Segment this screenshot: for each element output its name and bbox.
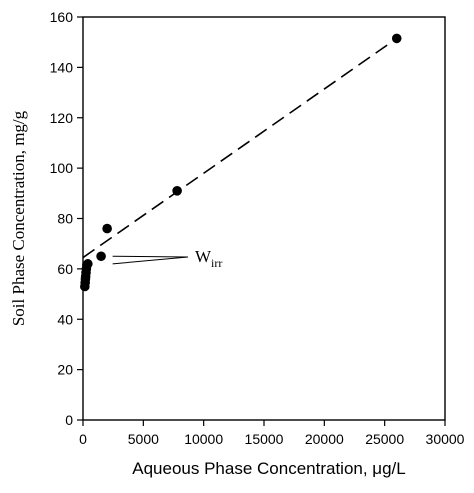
- data-point: [83, 259, 93, 269]
- x-tick-label: 30000: [426, 431, 465, 447]
- y-tick-label: 100: [50, 160, 74, 176]
- annotation-leader-line: [112, 256, 189, 265]
- x-tick-label: 20000: [305, 431, 344, 447]
- y-tick-label: 80: [57, 211, 73, 227]
- y-tick-label: 120: [50, 110, 74, 126]
- y-tick-label: 140: [50, 59, 74, 75]
- fit-line-layer: [82, 37, 398, 259]
- x-tick-label: 5000: [128, 431, 159, 447]
- annotation-leader-line: [112, 255, 189, 258]
- x-tick-label: 25000: [365, 431, 404, 447]
- data-point: [172, 185, 182, 196]
- data-points: [80, 33, 402, 292]
- axes: 0 5000 10000 15000 20000 25000 30000 0 20 40 60 80 1…: [50, 9, 465, 447]
- annotation-label: Wirr: [195, 247, 222, 270]
- y-tick-label: 20: [57, 362, 73, 378]
- x-tick-label: 10000: [184, 431, 223, 447]
- x-tick-label: 0: [79, 431, 87, 447]
- y-tick-label: 160: [50, 9, 74, 25]
- y-tick-label: 60: [57, 261, 73, 277]
- data-point: [391, 33, 402, 44]
- plot-frame: [82, 16, 446, 421]
- annotation: Wirr: [112, 247, 222, 270]
- fit-line: [82, 37, 398, 259]
- data-point: [102, 223, 112, 234]
- annotation-label-subscript: irr: [211, 256, 222, 270]
- x-axis-label: Aqueous Phase Concentration, μg/L: [132, 459, 405, 478]
- annotation-label-main: W: [195, 247, 212, 266]
- y-tick-label: 40: [57, 311, 73, 327]
- x-tick-label: 15000: [245, 431, 284, 447]
- data-point: [96, 251, 106, 262]
- y-tick-label: 0: [65, 412, 73, 428]
- y-axis-label: Soil Phase Concentration, mg/g: [9, 110, 28, 326]
